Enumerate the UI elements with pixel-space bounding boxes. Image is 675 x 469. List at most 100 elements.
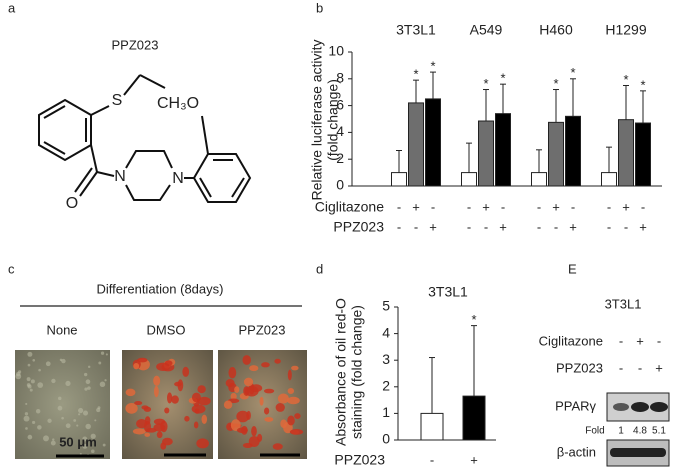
y-tick-label: 1 bbox=[382, 404, 390, 420]
bond bbox=[90, 144, 98, 173]
cell bbox=[191, 392, 201, 403]
cell bbox=[27, 351, 33, 357]
cell bbox=[47, 418, 52, 423]
y-tick-label: 4 bbox=[382, 324, 390, 340]
treatment-sign: - bbox=[657, 333, 661, 348]
cell bbox=[125, 388, 136, 397]
cell bbox=[201, 414, 208, 425]
treatment-sign: - bbox=[467, 219, 471, 234]
cell bbox=[289, 428, 304, 435]
cell bbox=[87, 365, 91, 369]
cell bbox=[272, 443, 283, 450]
cell bbox=[274, 358, 281, 364]
y-tick-label: 6 bbox=[336, 96, 344, 112]
treatment-sign: + bbox=[482, 199, 490, 214]
cell bbox=[79, 452, 82, 455]
cell bbox=[141, 405, 149, 410]
cell bbox=[90, 449, 95, 454]
micrograph bbox=[15, 350, 110, 459]
treatment-sign: - bbox=[501, 199, 505, 214]
treatment-sign: - bbox=[397, 219, 401, 234]
stained-cells bbox=[15, 351, 304, 457]
cell bbox=[182, 366, 190, 377]
category-label: A549 bbox=[470, 22, 503, 38]
cell bbox=[104, 379, 107, 382]
treatment-sign: - bbox=[537, 219, 541, 234]
image-label: DMSO bbox=[147, 322, 186, 337]
bar bbox=[478, 120, 494, 187]
bar bbox=[635, 122, 651, 187]
benzene-ring bbox=[192, 153, 252, 203]
chart-title: 3T3L1 bbox=[428, 284, 468, 300]
cell bbox=[15, 373, 22, 380]
cell bbox=[65, 423, 71, 429]
cell bbox=[287, 396, 300, 405]
cell bbox=[30, 379, 35, 384]
y-tick-label: 5 bbox=[382, 298, 390, 314]
fold-value: 5.1 bbox=[652, 426, 666, 437]
cell bbox=[43, 435, 49, 442]
cell bbox=[287, 369, 292, 381]
cell bbox=[78, 407, 84, 414]
y-axis-label: staining (fold change) bbox=[349, 305, 365, 439]
cell bbox=[102, 443, 106, 447]
treatment-sign: + bbox=[622, 199, 630, 214]
chemical-structure: S CH₃O O N N bbox=[38, 74, 252, 212]
y-tick-label: 0 bbox=[382, 431, 390, 447]
cell bbox=[197, 396, 211, 406]
cell bbox=[236, 410, 250, 423]
bond bbox=[43, 141, 66, 155]
atom: CH₃O bbox=[157, 95, 199, 112]
y-tick-label: 4 bbox=[336, 123, 344, 139]
treatment-sign: + bbox=[412, 199, 420, 214]
treatment-sign: + bbox=[655, 360, 663, 375]
treatment-sign: - bbox=[397, 199, 401, 214]
y-tick-label: 2 bbox=[382, 378, 390, 394]
treatment-sign: + bbox=[569, 219, 577, 234]
bond bbox=[199, 177, 212, 198]
cell bbox=[133, 362, 140, 370]
treatment-sign: - bbox=[431, 199, 435, 214]
cell bbox=[171, 395, 179, 404]
cell bbox=[167, 392, 173, 404]
cell bbox=[250, 384, 263, 392]
cell bbox=[143, 420, 151, 433]
cell bbox=[32, 420, 36, 425]
cell bbox=[164, 407, 170, 414]
panel-label: c bbox=[8, 261, 15, 276]
cell bbox=[59, 358, 63, 362]
panel-label: d bbox=[316, 261, 323, 276]
treatment-sign: - bbox=[414, 219, 418, 234]
significance: * bbox=[500, 71, 505, 86]
cell bbox=[85, 379, 91, 385]
cell bbox=[193, 421, 199, 429]
cell bbox=[65, 380, 71, 387]
bond bbox=[139, 74, 166, 89]
treatment-label: Ciglitazone bbox=[539, 333, 603, 348]
cell bbox=[277, 393, 289, 404]
cell bbox=[61, 358, 66, 364]
cell bbox=[153, 423, 166, 432]
treatment-sign: - bbox=[607, 219, 611, 234]
scale-bar-label: 50 μm bbox=[59, 434, 97, 449]
compound-name: PPZ023 bbox=[112, 37, 159, 52]
fold-value: 4.8 bbox=[633, 426, 647, 437]
cell bbox=[134, 400, 143, 406]
cell bbox=[76, 424, 79, 427]
cell bbox=[164, 360, 173, 366]
fold-value: 1 bbox=[618, 426, 624, 437]
cell bbox=[144, 432, 151, 437]
atom: O bbox=[66, 195, 78, 212]
cell bbox=[132, 428, 146, 435]
cell bbox=[264, 407, 270, 415]
bar bbox=[420, 412, 444, 441]
bond bbox=[96, 171, 115, 177]
cell bbox=[61, 416, 64, 420]
bar bbox=[601, 172, 617, 187]
piperazine bbox=[125, 184, 171, 201]
cell bbox=[263, 388, 275, 394]
category-label: H1299 bbox=[605, 22, 646, 38]
treatment-sign: + bbox=[639, 219, 647, 234]
cell bbox=[83, 372, 88, 377]
cell bbox=[153, 375, 161, 386]
